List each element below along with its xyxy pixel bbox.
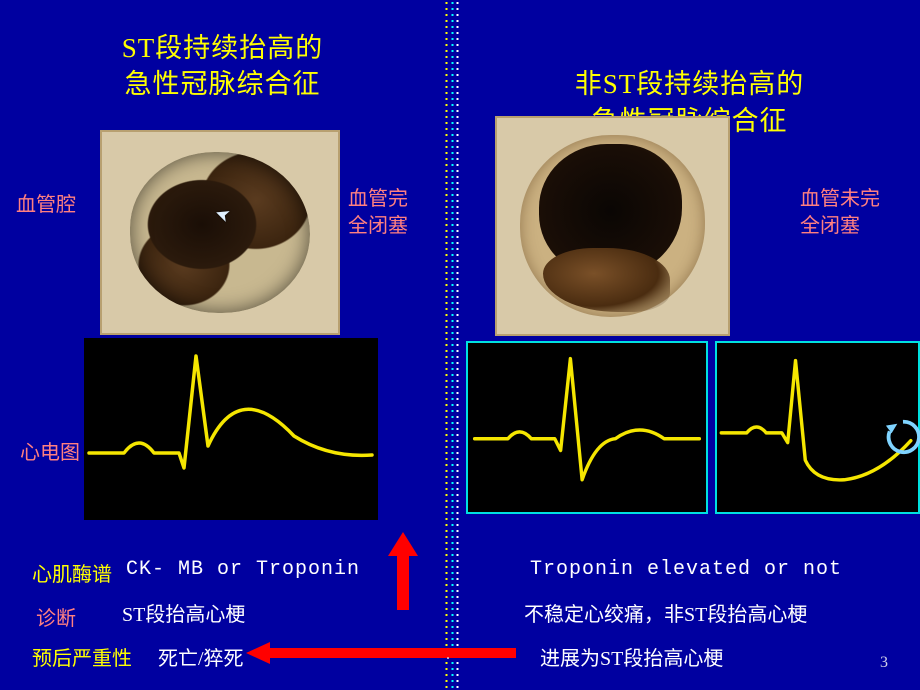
ecg-nstemi-box-1 bbox=[466, 341, 708, 514]
column-divider bbox=[445, 0, 459, 690]
label-lumen: 血管腔 bbox=[16, 192, 76, 219]
value-diagnosis-left: ST段抬高心梗 bbox=[122, 598, 245, 627]
left-title: ST段持续抬高的 急性冠脉综合征 bbox=[0, 0, 445, 103]
value-prognosis-right: 进展为ST段抬高心梗 bbox=[540, 642, 723, 671]
right-ecg-area bbox=[459, 338, 920, 526]
label-patent: 血管未完 全闭塞 bbox=[800, 186, 910, 240]
ecg-stemi-box bbox=[84, 338, 378, 520]
ecg-nstemi-trace-1 bbox=[468, 343, 706, 512]
center-dot: . bbox=[446, 646, 450, 664]
ecg-stemi-trace bbox=[84, 338, 378, 520]
arrow-left-icon bbox=[246, 642, 516, 664]
page-number: 3 bbox=[880, 654, 888, 672]
vessel-patent-image bbox=[495, 116, 730, 336]
divider-yellow bbox=[445, 0, 448, 690]
cycle-arrow-icon bbox=[884, 418, 920, 456]
value-prognosis-left: 死亡/猝死 bbox=[158, 642, 244, 671]
divider-cyan bbox=[451, 0, 454, 690]
label-diagnosis: 诊断 bbox=[36, 602, 76, 631]
vessel-occluded-image: ➤ bbox=[100, 130, 340, 335]
arrow-up-icon bbox=[388, 532, 418, 610]
occluded-lumen-graphic bbox=[130, 152, 309, 313]
label-enzyme: 心肌酶谱 bbox=[32, 558, 112, 587]
value-diagnosis-right: 不稳定心绞痛，非ST段抬高心梗 bbox=[524, 598, 807, 627]
label-occluded: 血管完 全闭塞 bbox=[348, 186, 438, 240]
label-ecg: 心电图 bbox=[20, 440, 80, 467]
value-enzyme-right: Troponin elevated or not bbox=[530, 558, 842, 581]
left-ecg-area bbox=[0, 338, 445, 526]
value-enzyme-left: CK- MB or Troponin bbox=[126, 558, 360, 581]
right-column: 非ST段持续抬高的 急性冠脉综合征 bbox=[459, 0, 920, 690]
label-prognosis: 预后严重性 bbox=[32, 642, 132, 671]
